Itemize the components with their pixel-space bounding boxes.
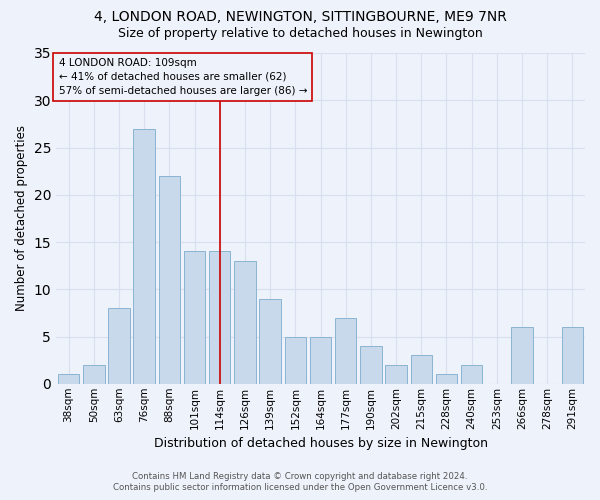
Y-axis label: Number of detached properties: Number of detached properties [15, 126, 28, 312]
Bar [58, 374, 79, 384]
Bar [83, 365, 104, 384]
Text: Contains HM Land Registry data © Crown copyright and database right 2024.
Contai: Contains HM Land Registry data © Crown c… [113, 472, 487, 492]
Bar [436, 374, 457, 384]
Bar [234, 261, 256, 384]
Bar [133, 128, 155, 384]
Bar [410, 356, 432, 384]
Bar [310, 336, 331, 384]
Bar [209, 252, 230, 384]
Bar [511, 327, 533, 384]
Bar [259, 298, 281, 384]
Bar [184, 252, 205, 384]
Bar [562, 327, 583, 384]
Bar [461, 365, 482, 384]
Bar [109, 308, 130, 384]
Text: 4, LONDON ROAD, NEWINGTON, SITTINGBOURNE, ME9 7NR: 4, LONDON ROAD, NEWINGTON, SITTINGBOURNE… [94, 10, 506, 24]
Bar [360, 346, 382, 384]
Text: Size of property relative to detached houses in Newington: Size of property relative to detached ho… [118, 28, 482, 40]
Bar [335, 318, 356, 384]
Bar [284, 336, 306, 384]
Text: 4 LONDON ROAD: 109sqm
← 41% of detached houses are smaller (62)
57% of semi-deta: 4 LONDON ROAD: 109sqm ← 41% of detached … [59, 58, 307, 96]
X-axis label: Distribution of detached houses by size in Newington: Distribution of detached houses by size … [154, 437, 488, 450]
Bar [158, 176, 180, 384]
Bar [385, 365, 407, 384]
